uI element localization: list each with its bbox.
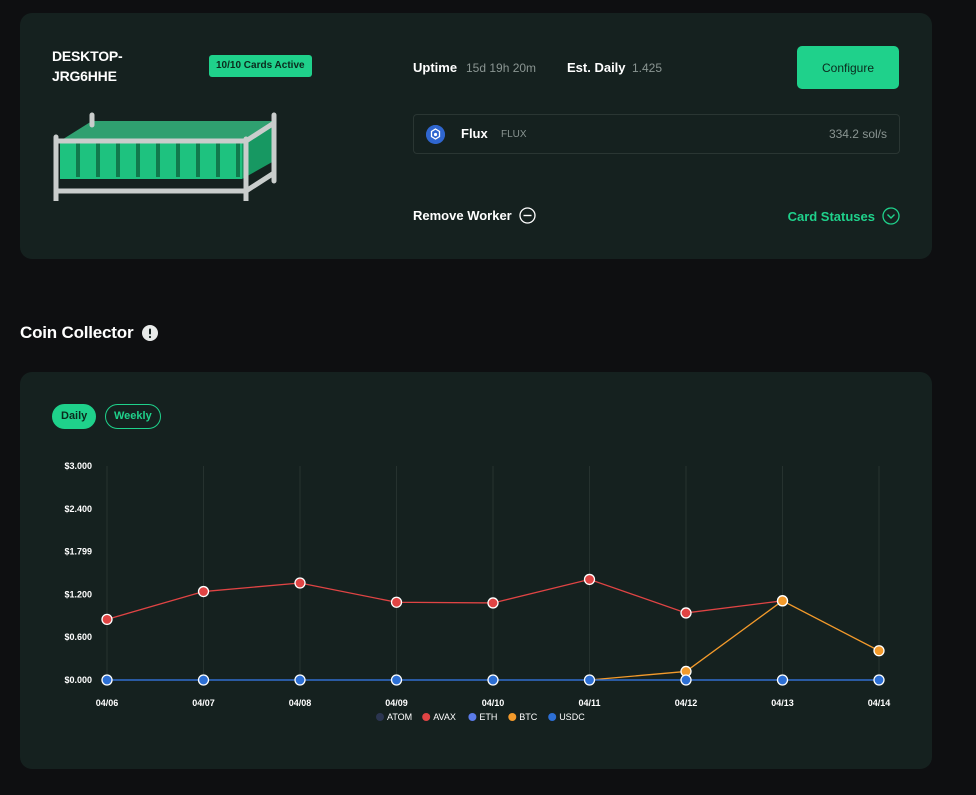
legend-label-atom: ATOM — [387, 712, 412, 722]
data-point-avax — [390, 596, 403, 608]
legend-label-btc: BTC — [519, 712, 538, 722]
x-tick-label: 04/06 — [96, 698, 119, 708]
coin-ticker: FLUX — [501, 129, 527, 140]
data-point-btc — [776, 595, 789, 607]
uptime-label: Uptime — [413, 60, 458, 75]
x-tick-label: 04/11 — [578, 698, 600, 708]
legend-marker-avax — [422, 713, 431, 721]
data-point-usdc — [583, 674, 596, 686]
tab-weekly[interactable]: Weekly — [105, 404, 161, 429]
legend-marker-usdc — [548, 713, 557, 721]
x-tick-label: 04/10 — [482, 698, 505, 708]
legend-label-avax: AVAX — [433, 712, 456, 722]
worker-name: DESKTOP-JRG6HHE — [52, 48, 123, 84]
data-point-usdc — [487, 674, 499, 686]
coin-name: Flux — [461, 126, 488, 141]
remove-worker-button[interactable]: Remove Worker — [413, 207, 536, 224]
legend-marker-eth — [468, 713, 477, 721]
data-point-usdc — [101, 674, 113, 686]
data-point-usdc — [294, 674, 306, 686]
tab-daily[interactable]: Daily — [52, 404, 97, 429]
coin-collector-title: Coin Collector — [20, 323, 134, 342]
worker-card: DESKTOP-JRG6HHE 10/10 Cards Active Uptim… — [20, 13, 932, 259]
data-point-btc — [873, 645, 885, 657]
coin-row[interactable]: Flux FLUX 334.2 sol/s — [413, 114, 900, 154]
legend-marker-atom — [376, 713, 384, 721]
x-tick-label: 04/09 — [385, 698, 408, 708]
est-daily-label: Est. Daily — [567, 60, 626, 75]
data-point-usdc — [776, 674, 789, 686]
coin-hashrate: 334.2 sol/s — [828, 127, 887, 141]
info-icon[interactable] — [142, 325, 159, 341]
remove-worker-label: Remove Worker — [413, 208, 512, 223]
x-tick-label: 04/13 — [771, 698, 794, 708]
x-tick-label: 04/14 — [868, 698, 891, 708]
cards-active-badge: 10/10 Cards Active — [209, 55, 312, 77]
data-point-avax — [583, 573, 596, 586]
data-point-avax — [487, 597, 499, 609]
coin-collector-heading: Coin Collector — [20, 323, 159, 343]
minus-circle-icon — [519, 207, 536, 224]
data-point-avax — [197, 585, 210, 598]
y-tick-label: $2.400 — [64, 504, 92, 514]
y-tick-label: $0.600 — [64, 632, 92, 642]
card-statuses-label: Card Statuses — [787, 208, 875, 224]
data-point-usdc — [390, 674, 403, 686]
configure-button[interactable]: Configure — [797, 46, 899, 89]
legend-label-eth: ETH — [479, 712, 497, 722]
y-tick-label: $0.000 — [64, 675, 92, 685]
uptime-value: 15d 19h 20m — [466, 61, 537, 75]
data-point-avax — [294, 577, 306, 589]
chevron-down-circle-icon — [882, 207, 900, 225]
data-point-usdc — [873, 674, 885, 686]
data-point-usdc — [680, 674, 692, 686]
data-point-avax — [680, 607, 692, 619]
x-tick-label: 04/07 — [192, 698, 215, 708]
data-point-avax — [101, 613, 113, 626]
mining-rig-icon — [53, 112, 277, 201]
x-tick-label: 04/08 — [289, 698, 312, 708]
legend-label-usdc: USDC — [559, 712, 585, 722]
x-tick-label: 04/12 — [675, 698, 698, 708]
coin-collector-card: $3.000 $2.400 $1.799 $1.200 $0.600 $0.000 04/0… — [20, 372, 932, 769]
y-tick-label: $1.200 — [64, 589, 92, 599]
data-point-usdc — [197, 674, 210, 686]
est-daily-value: 1.425 — [632, 61, 663, 75]
y-tick-label: $3.000 — [64, 461, 92, 471]
series-line-avax — [106, 578, 783, 620]
legend-marker-btc — [508, 713, 517, 721]
flux-coin-icon — [426, 125, 445, 144]
coin-collector-chart: $3.000 $2.400 $1.799 $1.200 $0.600 $0.000 04/0… — [64, 461, 891, 722]
series-line-btc — [589, 600, 880, 681]
card-statuses-toggle[interactable]: Card Statuses — [788, 207, 900, 225]
y-tick-label: $1.799 — [64, 547, 92, 557]
